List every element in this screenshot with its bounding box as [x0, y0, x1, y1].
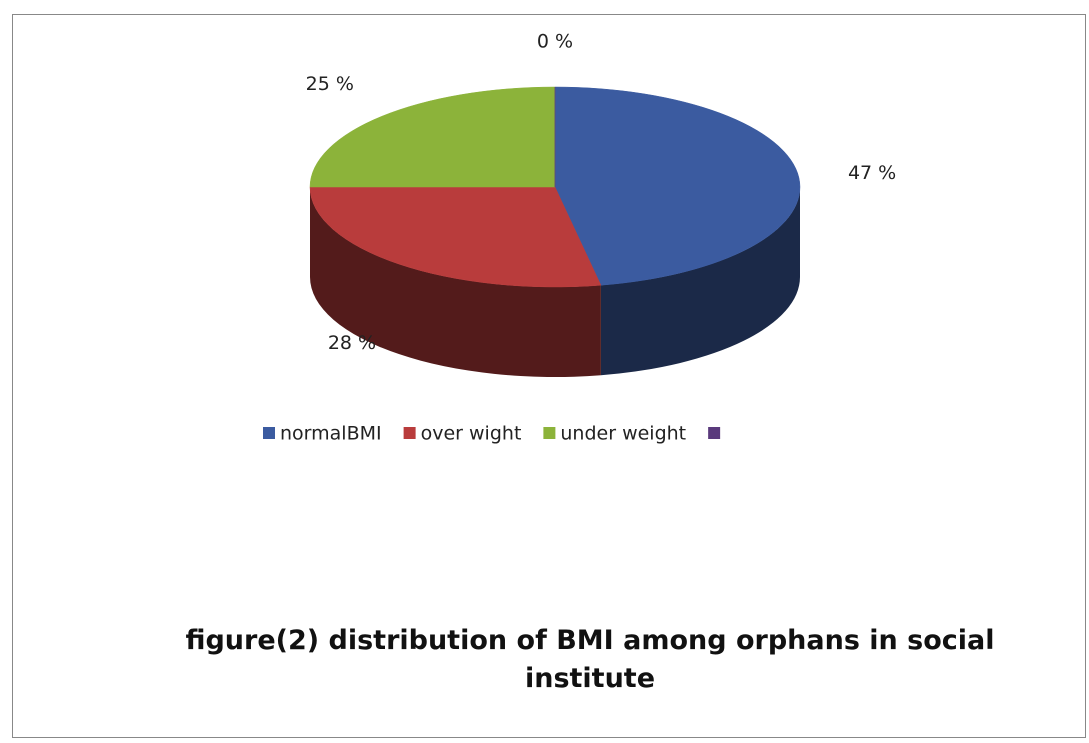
- data-label: 25 %: [306, 73, 354, 95]
- pie-slice: [554, 86, 801, 286]
- legend-label: normalBMI: [280, 423, 382, 445]
- chart-frame: [12, 14, 1086, 738]
- data-label: 28 %: [328, 332, 376, 354]
- pie-slice: [309, 86, 556, 188]
- data-label: 47 %: [848, 162, 896, 184]
- legend-swatch: [263, 427, 275, 439]
- pie-slice: [309, 186, 602, 288]
- pie-side: [310, 187, 601, 377]
- legend-swatch: [403, 427, 416, 439]
- data-label: 0 %: [537, 31, 573, 53]
- pie-side: [600, 187, 800, 376]
- legend-label: over wight: [421, 423, 522, 445]
- chart-title: figure(2) distribution of BMI among orph…: [185, 625, 995, 694]
- legend-label: under weight: [560, 423, 686, 445]
- legend-swatch: [543, 427, 556, 439]
- legend-swatch: [708, 427, 721, 439]
